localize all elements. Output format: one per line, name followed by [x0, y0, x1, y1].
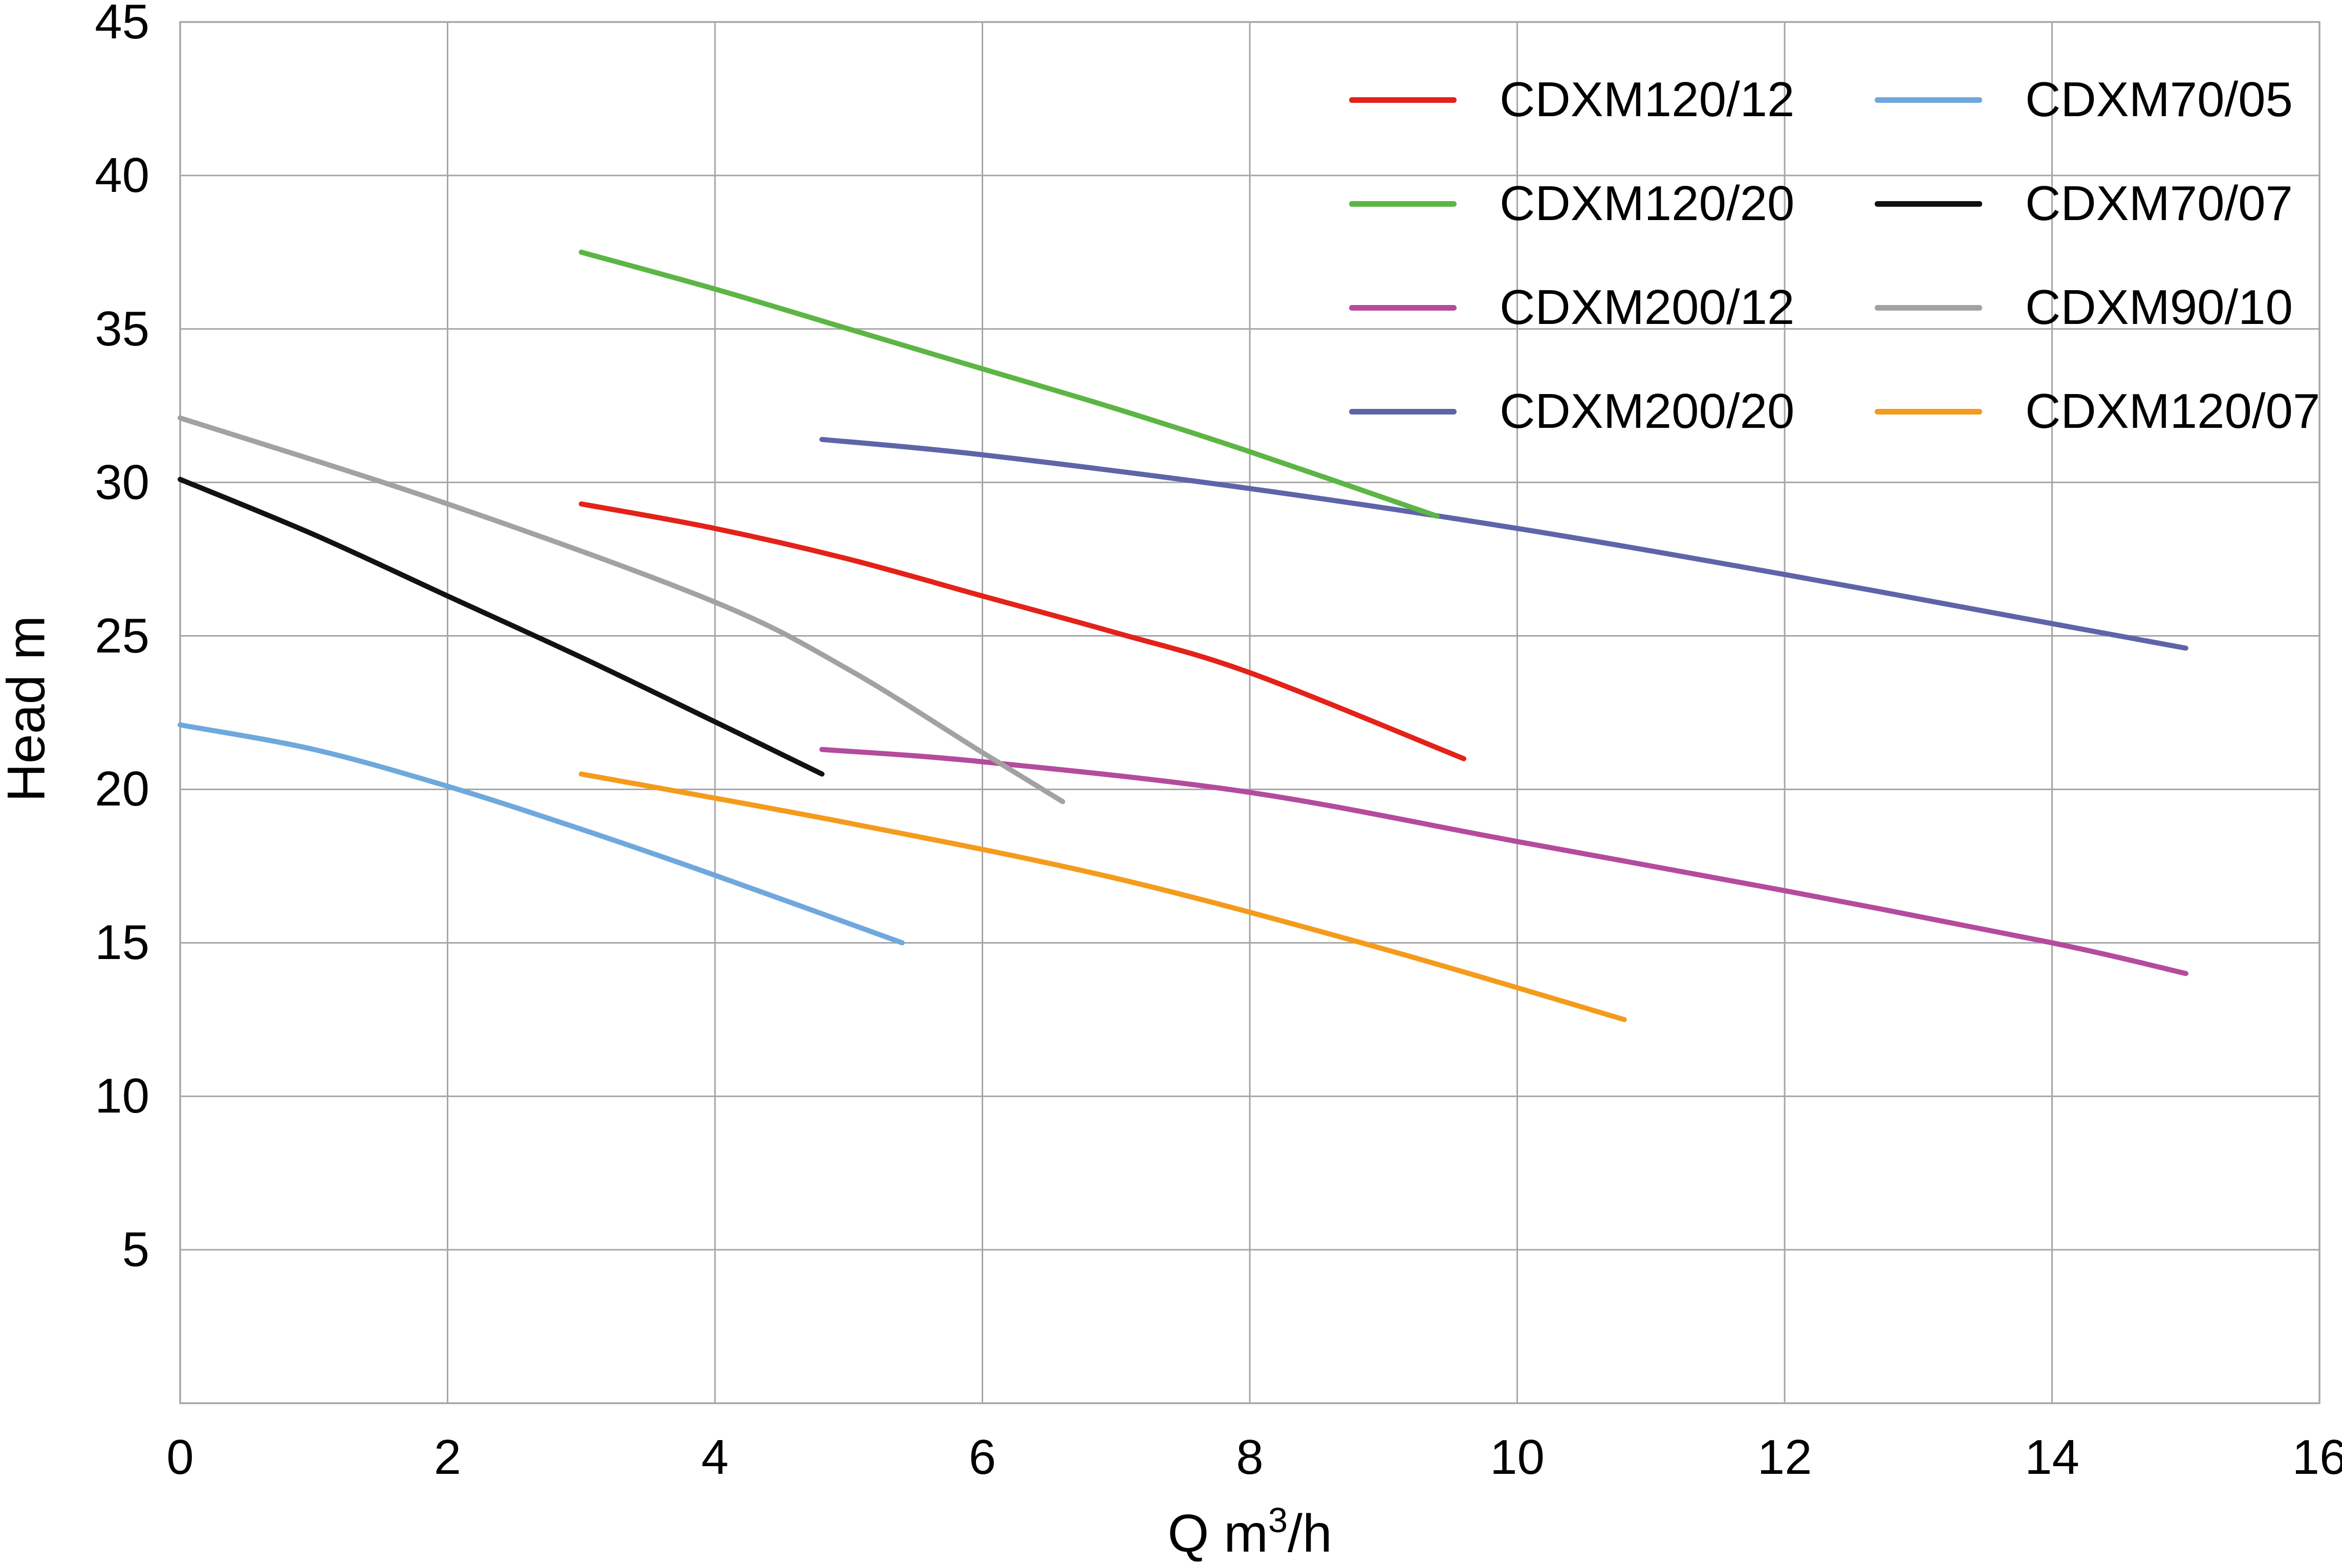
curve-CDXM70/07	[178, 476, 825, 777]
legend-swatch-CDXM120/20	[1349, 201, 1457, 207]
legend-swatch-CDXM70/05	[1875, 97, 1982, 103]
y-axis-title: Head m	[0, 615, 56, 802]
legend-item-CDXM120/12: CDXM120/12	[1349, 72, 1794, 128]
legend-label-CDXM120/07: CDXM120/07	[2025, 384, 2321, 439]
legend-item-CDXM90/10: CDXM90/10	[1875, 279, 2293, 336]
x-tick-label-4: 4	[701, 1430, 729, 1485]
y-tick-label-40: 40	[95, 147, 149, 203]
x-axis-title-superscript: 3	[1268, 1500, 1288, 1540]
x-tick-label-6: 6	[968, 1430, 996, 1485]
x-tick-label-10: 10	[1490, 1430, 1545, 1485]
legend-swatch-CDXM200/12	[1349, 304, 1457, 311]
curve-CDXM120/07	[578, 771, 1627, 1022]
curve-CDXM70/05	[178, 722, 905, 946]
curve-CDXM90/10	[178, 415, 1066, 804]
y-tick-label-20: 20	[95, 761, 149, 817]
y-tick-label-10: 10	[95, 1069, 149, 1124]
legend-item-CDXM120/07: CDXM120/07	[1875, 383, 2320, 440]
legend-label-CDXM200/20: CDXM200/20	[1500, 384, 1795, 439]
x-tick-label-14: 14	[2025, 1430, 2079, 1485]
x-axis-title-suffix: /h	[1287, 1504, 1332, 1563]
legend-swatch-CDXM200/20	[1349, 408, 1457, 415]
y-tick-label-5: 5	[122, 1222, 149, 1277]
legend-label-CDXM70/05: CDXM70/05	[2025, 72, 2293, 127]
legend-item-CDXM200/12: CDXM200/12	[1349, 279, 1794, 336]
legend-item-CDXM120/20: CDXM120/20	[1349, 176, 1794, 232]
legend-label-CDXM120/12: CDXM120/12	[1500, 72, 1795, 127]
legend-item-CDXM70/05: CDXM70/05	[1875, 72, 2293, 128]
y-tick-label-35: 35	[95, 301, 149, 356]
y-tick-label-45: 45	[95, 0, 149, 49]
legend-label-CDXM90/10: CDXM90/10	[2025, 280, 2293, 335]
x-axis-title-prefix: Q m	[1167, 1504, 1268, 1563]
legend-swatch-CDXM120/12	[1349, 97, 1457, 103]
legend-label-CDXM200/12: CDXM200/12	[1500, 280, 1795, 335]
y-tick-label-30: 30	[95, 454, 149, 510]
curve-CDXM120/20	[578, 249, 1440, 519]
x-axis-title: Q m3/h	[1096, 1500, 1403, 1564]
x-tick-label-12: 12	[1757, 1430, 1812, 1485]
x-tick-label-2: 2	[433, 1430, 462, 1485]
x-tick-label-16: 16	[2292, 1430, 2342, 1485]
x-tick-label-0: 0	[166, 1430, 194, 1485]
curve-CDXM120/12	[578, 501, 1466, 761]
legend-item-CDXM200/20: CDXM200/20	[1349, 383, 1794, 440]
legend-swatch-CDXM70/07	[1875, 201, 1982, 207]
legend-item-CDXM70/07: CDXM70/07	[1875, 176, 2293, 232]
y-tick-label-15: 15	[95, 915, 149, 970]
legend-label-CDXM70/07: CDXM70/07	[2025, 176, 2293, 231]
x-tick-label-8: 8	[1236, 1430, 1264, 1485]
curve-CDXM200/20	[819, 437, 2188, 651]
plot-frame	[179, 21, 2321, 1404]
y-tick-label-25: 25	[95, 608, 149, 663]
curve-CDXM200/12	[819, 747, 2188, 976]
legend-swatch-CDXM90/10	[1875, 304, 1982, 311]
legend-swatch-CDXM120/07	[1875, 408, 1982, 415]
legend-label-CDXM120/20: CDXM120/20	[1500, 176, 1795, 231]
